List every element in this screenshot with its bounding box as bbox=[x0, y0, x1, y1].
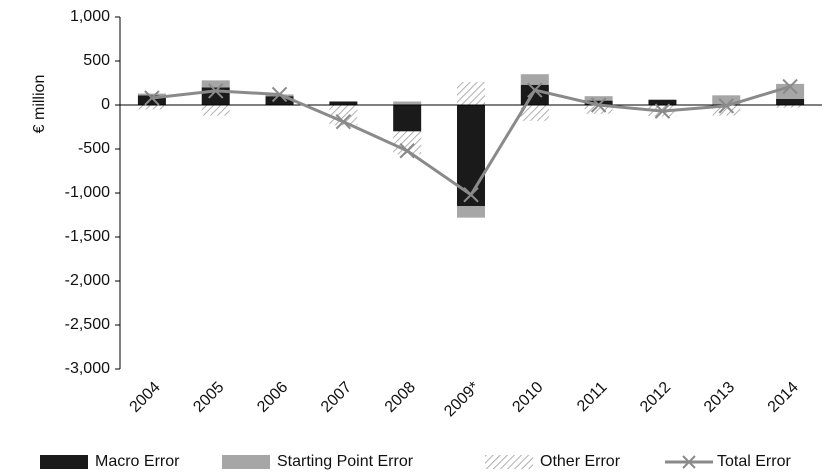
bar-segment bbox=[393, 105, 422, 132]
bar-segment bbox=[329, 101, 358, 105]
line-marker bbox=[271, 86, 288, 103]
bar-segment bbox=[584, 96, 613, 101]
x-tick-label: 2006 bbox=[254, 379, 291, 416]
y-tick-label: -1,500 bbox=[65, 228, 110, 245]
bar-segment bbox=[520, 84, 549, 105]
x-tick-label: 2005 bbox=[190, 379, 227, 416]
legend-swatch bbox=[40, 455, 88, 469]
x-tick-label: 2013 bbox=[701, 379, 738, 416]
line-marker bbox=[654, 103, 671, 119]
legend-label: Total Error bbox=[717, 453, 791, 470]
y-tick-label: 500 bbox=[83, 52, 110, 69]
x-tick-label: 2008 bbox=[382, 379, 419, 416]
bar-segment bbox=[201, 105, 230, 116]
y-tick-label: -2,500 bbox=[65, 316, 110, 333]
bar-segment bbox=[457, 206, 485, 218]
y-tick-label: -3,000 bbox=[65, 360, 110, 377]
bar-segment bbox=[776, 105, 805, 108]
bar-segment bbox=[520, 105, 549, 121]
bar-segment bbox=[584, 100, 613, 105]
line-marker bbox=[463, 187, 479, 203]
bar-segment bbox=[457, 82, 485, 105]
legend-swatch-marker bbox=[682, 455, 696, 469]
y-tick-label: 0 bbox=[101, 96, 110, 113]
line-marker bbox=[718, 98, 734, 114]
bar-segment bbox=[457, 105, 485, 207]
bar-segment bbox=[648, 99, 677, 105]
line-marker bbox=[335, 114, 352, 130]
bar-segment bbox=[712, 105, 741, 116]
bar-segment bbox=[712, 95, 741, 105]
line-marker bbox=[399, 143, 415, 159]
bar-segment bbox=[393, 101, 422, 105]
x-tick-label: 2004 bbox=[127, 379, 164, 416]
x-tick-label: 2009* bbox=[441, 379, 483, 421]
x-tick-label: 2012 bbox=[637, 379, 674, 416]
line-marker bbox=[527, 82, 543, 98]
y-tick-label: 1,000 bbox=[70, 8, 110, 25]
legend-label: Starting Point Error bbox=[277, 453, 414, 470]
bar-segment bbox=[265, 96, 294, 105]
x-tick-label: 2011 bbox=[574, 379, 610, 415]
line-marker bbox=[590, 97, 607, 113]
x-tick-label: 2014 bbox=[765, 379, 802, 416]
bar-segment bbox=[201, 80, 230, 88]
y-tick-label: -1,000 bbox=[65, 184, 110, 201]
bar-segment bbox=[137, 105, 166, 110]
line-marker bbox=[208, 83, 224, 99]
line-marker bbox=[782, 78, 798, 95]
bar-segment bbox=[137, 93, 166, 96]
bar-segment bbox=[520, 74, 549, 85]
legend-label: Other Error bbox=[540, 453, 621, 470]
y-tick-label: -500 bbox=[78, 140, 110, 157]
x-tick-label: 2007 bbox=[318, 379, 355, 416]
y-axis-label: € million bbox=[31, 75, 48, 134]
legend-swatch bbox=[485, 455, 533, 469]
bar-segment bbox=[584, 105, 613, 114]
line-marker bbox=[144, 90, 160, 106]
legend-label: Macro Error bbox=[95, 453, 180, 470]
bar-segment bbox=[776, 98, 805, 105]
x-tick-label: 2010 bbox=[509, 379, 546, 416]
bar-segment bbox=[137, 95, 166, 105]
y-tick-label: -2,000 bbox=[65, 272, 110, 289]
legend-swatch bbox=[222, 455, 270, 469]
